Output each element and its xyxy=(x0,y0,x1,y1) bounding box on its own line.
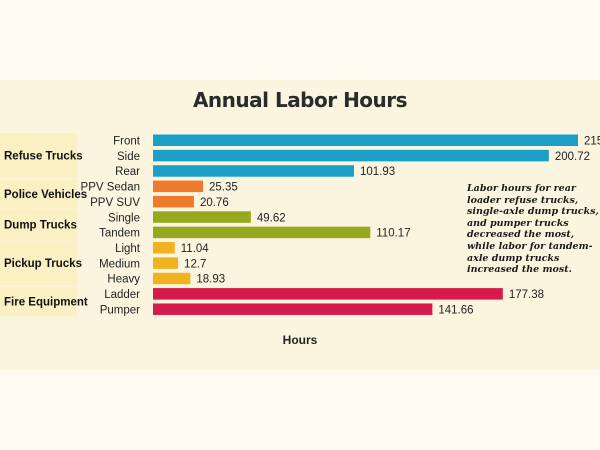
bar-tandem xyxy=(153,226,371,239)
bar-ladder xyxy=(153,288,503,300)
bar-rear xyxy=(153,165,355,177)
chart-annotation: Labor hours for rear loader refuse truck… xyxy=(467,183,599,276)
value-label-ppv-sedan: 25.35 xyxy=(209,182,238,194)
category-label-ladder: Ladder xyxy=(104,289,140,301)
group-label-box-fire-equipment xyxy=(0,286,77,317)
category-label-light: Light xyxy=(115,243,141,255)
x-axis-label: Hours xyxy=(282,333,318,347)
category-label-side: Side xyxy=(117,151,140,163)
value-label-front: 215. xyxy=(584,136,600,148)
group-label-refuse-trucks: Refuse Trucks xyxy=(4,151,83,163)
group-label-box-refuse-trucks xyxy=(0,133,77,179)
value-label-ladder: 177.38 xyxy=(509,289,544,301)
value-label-light: 11.04 xyxy=(181,243,210,255)
chart-title: Annual Labor Hours xyxy=(192,88,408,112)
group-label-box-pickup-trucks xyxy=(0,240,77,286)
category-label-ppv-sedan: PPV Sedan xyxy=(81,182,140,194)
category-label-ppv-suv: PPV SUV xyxy=(90,197,140,209)
bar-side xyxy=(153,149,549,162)
value-label-medium: 12.7 xyxy=(184,258,206,270)
value-label-tandem: 110.17 xyxy=(376,228,410,240)
value-label-ppv-suv: 20.76 xyxy=(200,197,229,209)
bar-front xyxy=(153,134,578,146)
chart-background-band xyxy=(0,80,600,370)
bar-medium xyxy=(153,257,179,269)
group-label-police-vehicles: Police Vehicles xyxy=(4,189,87,201)
category-label-pumper: Pumper xyxy=(100,304,140,316)
category-label-heavy: Heavy xyxy=(107,274,140,286)
group-label-pickup-trucks: Pickup Trucks xyxy=(4,258,82,270)
value-label-heavy: 18.93 xyxy=(196,274,225,286)
bar-light xyxy=(153,242,175,254)
category-label-rear: Rear xyxy=(115,166,140,178)
category-label-tandem: Tandem xyxy=(99,228,140,240)
group-label-fire-equipment: Fire Equipment xyxy=(4,297,88,309)
category-label-front: Front xyxy=(113,136,141,148)
category-label-single: Single xyxy=(108,212,140,224)
group-label-box-police-vehicles xyxy=(0,179,77,209)
bar-ppv-suv xyxy=(153,195,194,208)
value-label-rear: 101.93 xyxy=(360,166,395,178)
value-label-single: 49.62 xyxy=(257,212,286,224)
category-label-medium: Medium xyxy=(99,258,140,270)
bar-pumper xyxy=(153,303,433,315)
value-label-side: 200.72 xyxy=(555,151,590,163)
value-label-pumper: 141.66 xyxy=(438,304,473,316)
group-label-dump-trucks: Dump Trucks xyxy=(4,220,77,232)
group-label-box-dump-trucks xyxy=(0,209,77,240)
bar-ppv-sedan xyxy=(153,180,203,193)
bar-heavy xyxy=(153,272,191,285)
bar-single xyxy=(153,211,251,223)
